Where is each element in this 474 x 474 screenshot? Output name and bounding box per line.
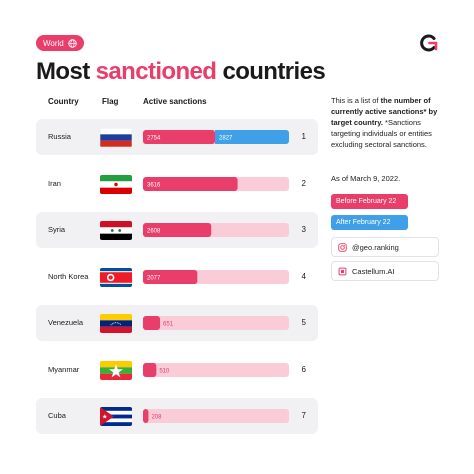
table-row: Russia 1 [36,119,318,155]
country-name: Cuba [48,411,66,420]
column-header-flag: Flag [102,97,119,106]
legend-after: After February 22 [331,215,408,230]
globe-icon [68,38,77,48]
table-row: Iran 2 [36,166,318,202]
country-name: Russia [48,132,71,141]
rank-number: 5 [301,318,306,327]
cuba-flag-icon [100,407,132,426]
as-of-date: As of March 9, 2022. [331,174,401,183]
page-title: Most sanctioned countries [36,58,326,85]
table-row: Syria 3 [36,212,318,248]
title-highlight: sanctioned [95,58,217,85]
syria-flag-icon [100,221,132,240]
table-row: Venezuela 5 [36,305,318,341]
source-label: @geo.ranking [352,242,399,252]
rank-number: 6 [301,365,306,374]
rank-number: 2 [301,179,306,188]
table-row: Cuba 7 [36,398,318,434]
country-name: North Korea [48,272,89,281]
venezuela-flag-icon [100,314,132,333]
russia-flag-icon [100,128,132,147]
column-header-country: Country [48,97,79,106]
region-tag[interactable]: World [36,35,84,51]
rank-number: 1 [301,132,306,141]
myanmar-flag-icon [100,361,132,380]
country-name: Syria [48,225,66,234]
country-name: Venezuela [48,318,84,327]
column-header-sanctions: Active sanctions [143,97,207,106]
legend-before: Before February 22 [331,194,408,209]
table-row: North Korea 4 [36,259,318,295]
source-instagram[interactable]: @geo.ranking [331,237,439,257]
iran-flag-icon [100,175,132,194]
rank-number: 4 [301,272,306,281]
castellum-icon [338,267,347,275]
rank-number: 7 [301,411,306,420]
table-row: Myanmar 6 [36,352,318,388]
source-castellum[interactable]: Castellum.AI [331,261,439,281]
brand-logo-icon [420,34,438,52]
country-name: Myanmar [48,365,80,374]
north-korea-flag-icon [100,268,132,287]
country-name: Iran [48,179,61,188]
rank-number: 3 [301,225,306,234]
region-tag-label: World [43,38,64,48]
description-text: This is a list of the number of currentl… [331,96,438,149]
instagram-icon [338,242,347,252]
source-label: Castellum.AI [352,266,395,276]
